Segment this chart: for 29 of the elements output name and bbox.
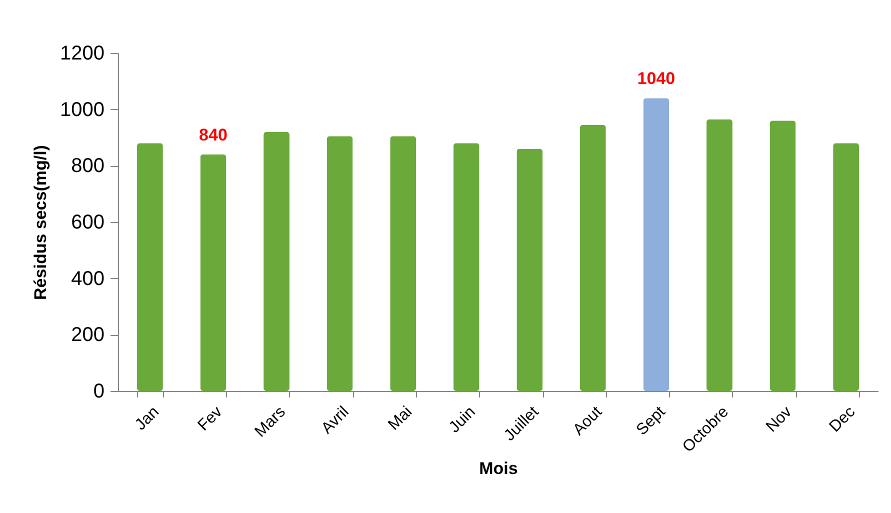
y-axis-title: Résidus secs(mg/l) xyxy=(31,145,50,300)
bar xyxy=(136,143,163,391)
data-label: 840 xyxy=(199,125,228,144)
bar xyxy=(264,132,290,391)
x-tick-label: Fev xyxy=(194,404,226,434)
bar xyxy=(200,154,226,391)
y-tick-label: 1200 xyxy=(60,42,104,64)
x-tick-label: Mai xyxy=(385,404,416,434)
bar xyxy=(643,98,670,391)
bar xyxy=(326,136,353,391)
bar xyxy=(770,120,796,391)
bar xyxy=(833,143,860,391)
bar xyxy=(516,148,543,391)
y-tick-label: 800 xyxy=(71,155,104,178)
x-axis-title: Mois xyxy=(479,459,518,478)
x-tick-label: Dec xyxy=(826,404,859,436)
x-tick-label: Nov xyxy=(763,404,796,436)
y-tick-label: 600 xyxy=(71,212,104,234)
y-tick-label: 400 xyxy=(71,268,104,290)
x-tick-label: Juin xyxy=(446,404,479,436)
x-tick-label: Jan xyxy=(132,404,162,434)
bar xyxy=(390,136,416,391)
bar xyxy=(706,119,732,391)
y-tick-label: 0 xyxy=(93,380,104,402)
data-label: 1040 xyxy=(637,69,676,88)
y-tick-label: 1000 xyxy=(60,98,104,121)
bar xyxy=(580,124,606,391)
bar xyxy=(453,143,480,391)
y-tick-label: 200 xyxy=(71,324,104,346)
